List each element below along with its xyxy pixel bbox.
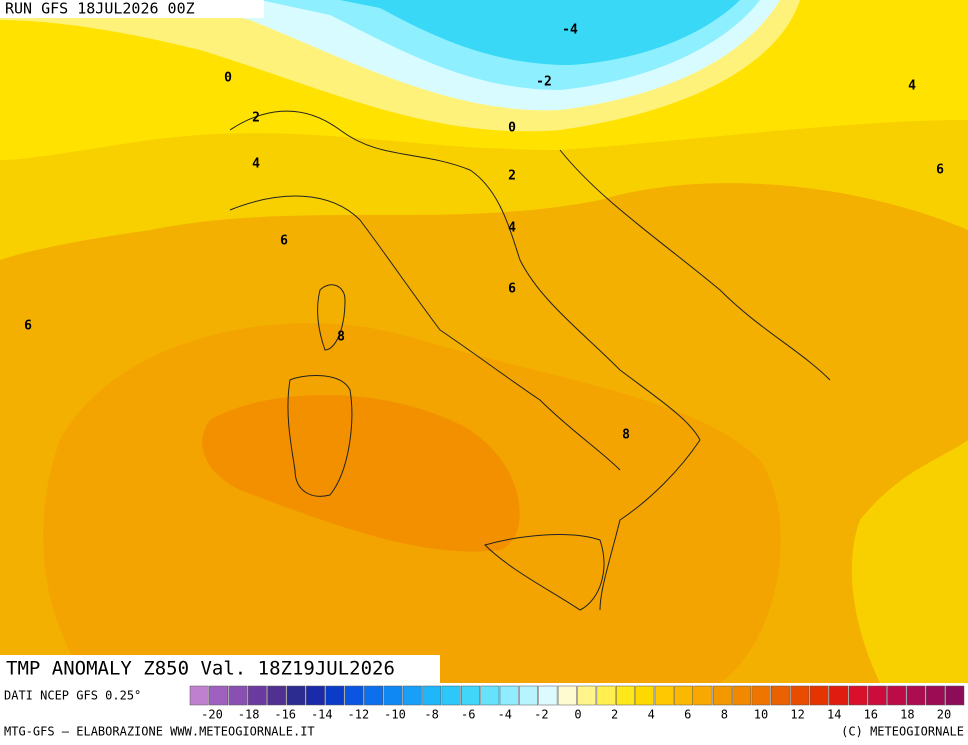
color-swatch	[751, 685, 771, 706]
color-swatch	[364, 685, 383, 706]
legend-label: 18	[900, 708, 914, 722]
legend-label: -20	[201, 708, 223, 722]
color-swatch	[499, 685, 519, 706]
color-swatch	[790, 685, 810, 706]
legend-label: 14	[827, 708, 841, 722]
color-swatch	[228, 685, 248, 706]
color-swatch	[577, 685, 597, 706]
color-swatch	[693, 685, 713, 706]
color-swatch	[809, 685, 829, 706]
color-swatch	[829, 685, 848, 706]
color-swatch	[674, 685, 693, 706]
color-swatch	[247, 685, 267, 706]
color-swatch	[480, 685, 500, 706]
legend-label: -14	[311, 708, 333, 722]
coastlines	[229, 110, 831, 611]
color-swatch	[732, 685, 752, 706]
contour-label: 6	[936, 163, 944, 178]
color-swatch	[286, 685, 306, 706]
legend-label: -6	[461, 708, 475, 722]
color-swatch	[596, 685, 616, 706]
contour-label: -4	[562, 23, 578, 38]
legend-label: 4	[648, 708, 655, 722]
color-swatch	[402, 685, 422, 706]
color-bar	[189, 685, 965, 706]
contour-label: 8	[337, 330, 345, 345]
color-swatch	[906, 685, 926, 706]
color-swatch	[635, 685, 655, 706]
legend-label: -10	[384, 708, 406, 722]
color-swatch	[461, 685, 480, 706]
color-swatch	[383, 685, 403, 706]
color-swatch	[538, 685, 558, 706]
contour-label: 0	[508, 121, 516, 136]
run-label: RUN GFS 18JUL2026 00Z	[5, 0, 195, 18]
color-swatch	[887, 685, 907, 706]
legend-label: 12	[790, 708, 804, 722]
legend-label: 10	[754, 708, 768, 722]
data-source: DATI NCEP GFS 0.25°	[4, 689, 141, 703]
color-swatch	[422, 685, 442, 706]
contour-label: -2	[536, 75, 552, 90]
legend-label: -18	[238, 708, 260, 722]
color-swatch	[848, 685, 868, 706]
color-swatch	[441, 685, 461, 706]
color-swatch	[616, 685, 635, 706]
contour-label: 4	[508, 221, 516, 236]
contour-label: 2	[508, 169, 516, 184]
color-swatch	[519, 685, 538, 706]
color-swatch	[712, 685, 732, 706]
color-swatch	[209, 685, 228, 706]
contour-label: 6	[24, 319, 32, 334]
map-title: TMP ANOMALY Z850 Val. 18Z19JUL2026	[6, 658, 395, 680]
contour-label: 6	[508, 282, 516, 297]
color-swatch	[557, 685, 577, 706]
title-box	[0, 655, 440, 683]
color-swatch	[267, 685, 287, 706]
legend-label: -8	[424, 708, 438, 722]
legend-label: 2	[611, 708, 618, 722]
contour-label: 2	[252, 111, 260, 126]
color-swatch	[867, 685, 887, 706]
color-swatch	[771, 685, 790, 706]
legend-label: -2	[534, 708, 548, 722]
color-swatch	[945, 685, 965, 706]
footer-left: MTG-GFS — ELABORAZIONE WWW.METEOGIORNALE…	[4, 725, 315, 739]
color-swatch	[325, 685, 345, 706]
footer-right: (C) METEOGIORNALE	[841, 725, 964, 739]
header-box	[0, 0, 264, 18]
color-swatch	[654, 685, 674, 706]
legend-label: 0	[574, 708, 581, 722]
legend-label: 8	[721, 708, 728, 722]
legend-label: -12	[348, 708, 370, 722]
color-swatch	[189, 685, 209, 706]
legend-label: 6	[684, 708, 691, 722]
contour-label: 4	[908, 79, 916, 94]
legend-label: -4	[498, 708, 512, 722]
contour-label: 6	[280, 234, 288, 249]
contour-label: 4	[252, 157, 260, 172]
legend-label: 20	[937, 708, 951, 722]
legend-label: 16	[864, 708, 878, 722]
contour-label: 8	[622, 428, 630, 443]
color-swatch	[306, 685, 325, 706]
contour-label: 0	[224, 71, 232, 86]
color-swatch	[926, 685, 945, 706]
color-swatch	[344, 685, 364, 706]
legend-label: -16	[274, 708, 296, 722]
